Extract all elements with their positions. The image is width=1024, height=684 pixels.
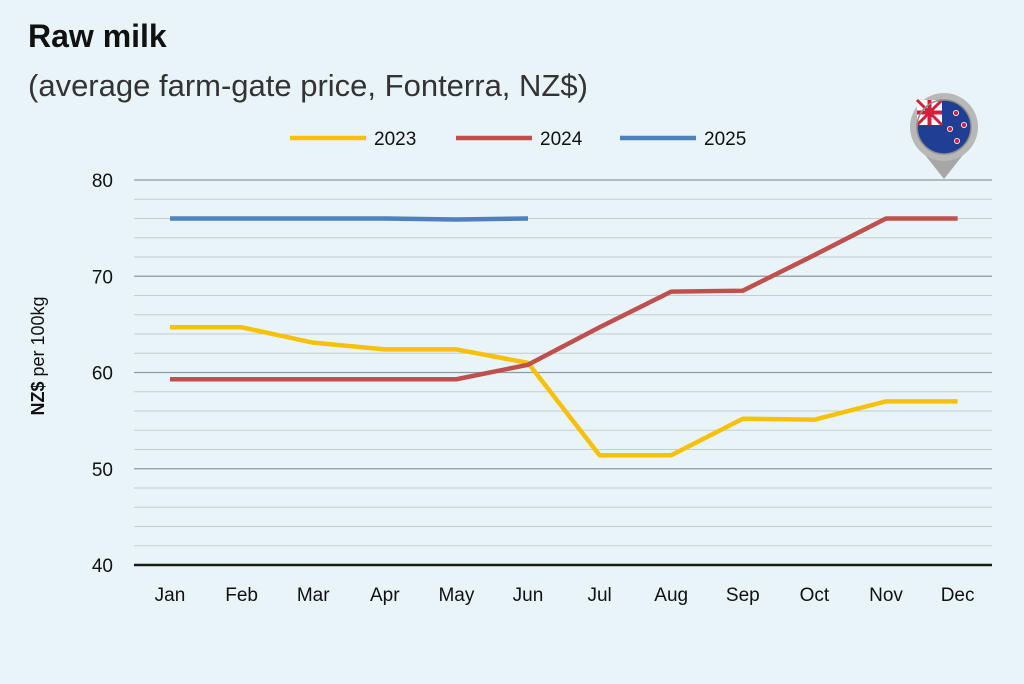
southern-cross-star xyxy=(947,126,954,133)
legend-label-2024: 2024 xyxy=(540,129,583,150)
series-line-2023 xyxy=(170,325,958,458)
series-line-2025 xyxy=(170,216,529,222)
x-tick-label: Mar xyxy=(297,585,330,606)
y-tick-label: 40 xyxy=(92,556,113,577)
x-tick-label: Oct xyxy=(800,585,830,606)
southern-cross-star xyxy=(961,122,968,129)
x-tick-label: Nov xyxy=(869,585,903,606)
chart-title: Raw milk xyxy=(28,18,167,54)
y-tick-label: 60 xyxy=(92,364,113,385)
southern-cross-star xyxy=(953,110,960,117)
x-tick-label: Jun xyxy=(513,585,544,606)
legend-label-2025: 2025 xyxy=(704,129,746,150)
x-tick-label: Sep xyxy=(726,585,760,606)
southern-cross-star xyxy=(954,137,961,144)
x-tick-label: Dec xyxy=(941,585,975,606)
chart-subtitle: (average farm-gate price, Fonterra, NZ$) xyxy=(28,68,588,103)
flag-disc-border xyxy=(916,99,972,155)
x-tick-label: Feb xyxy=(225,585,258,606)
x-tick-label: Apr xyxy=(370,585,400,606)
y-tick-label: 50 xyxy=(92,460,113,481)
x-tick-label: Jan xyxy=(155,585,186,606)
y-tick-label: 80 xyxy=(92,171,113,192)
legend-label-2023: 2023 xyxy=(374,129,416,150)
new-zealand-flag-icon xyxy=(910,93,978,179)
y-tick-label: 70 xyxy=(92,267,113,288)
series-line-2024 xyxy=(170,216,958,382)
x-tick-label: Jul xyxy=(587,585,611,606)
x-tick-label: Aug xyxy=(654,585,688,606)
x-tick-label: May xyxy=(438,585,474,606)
